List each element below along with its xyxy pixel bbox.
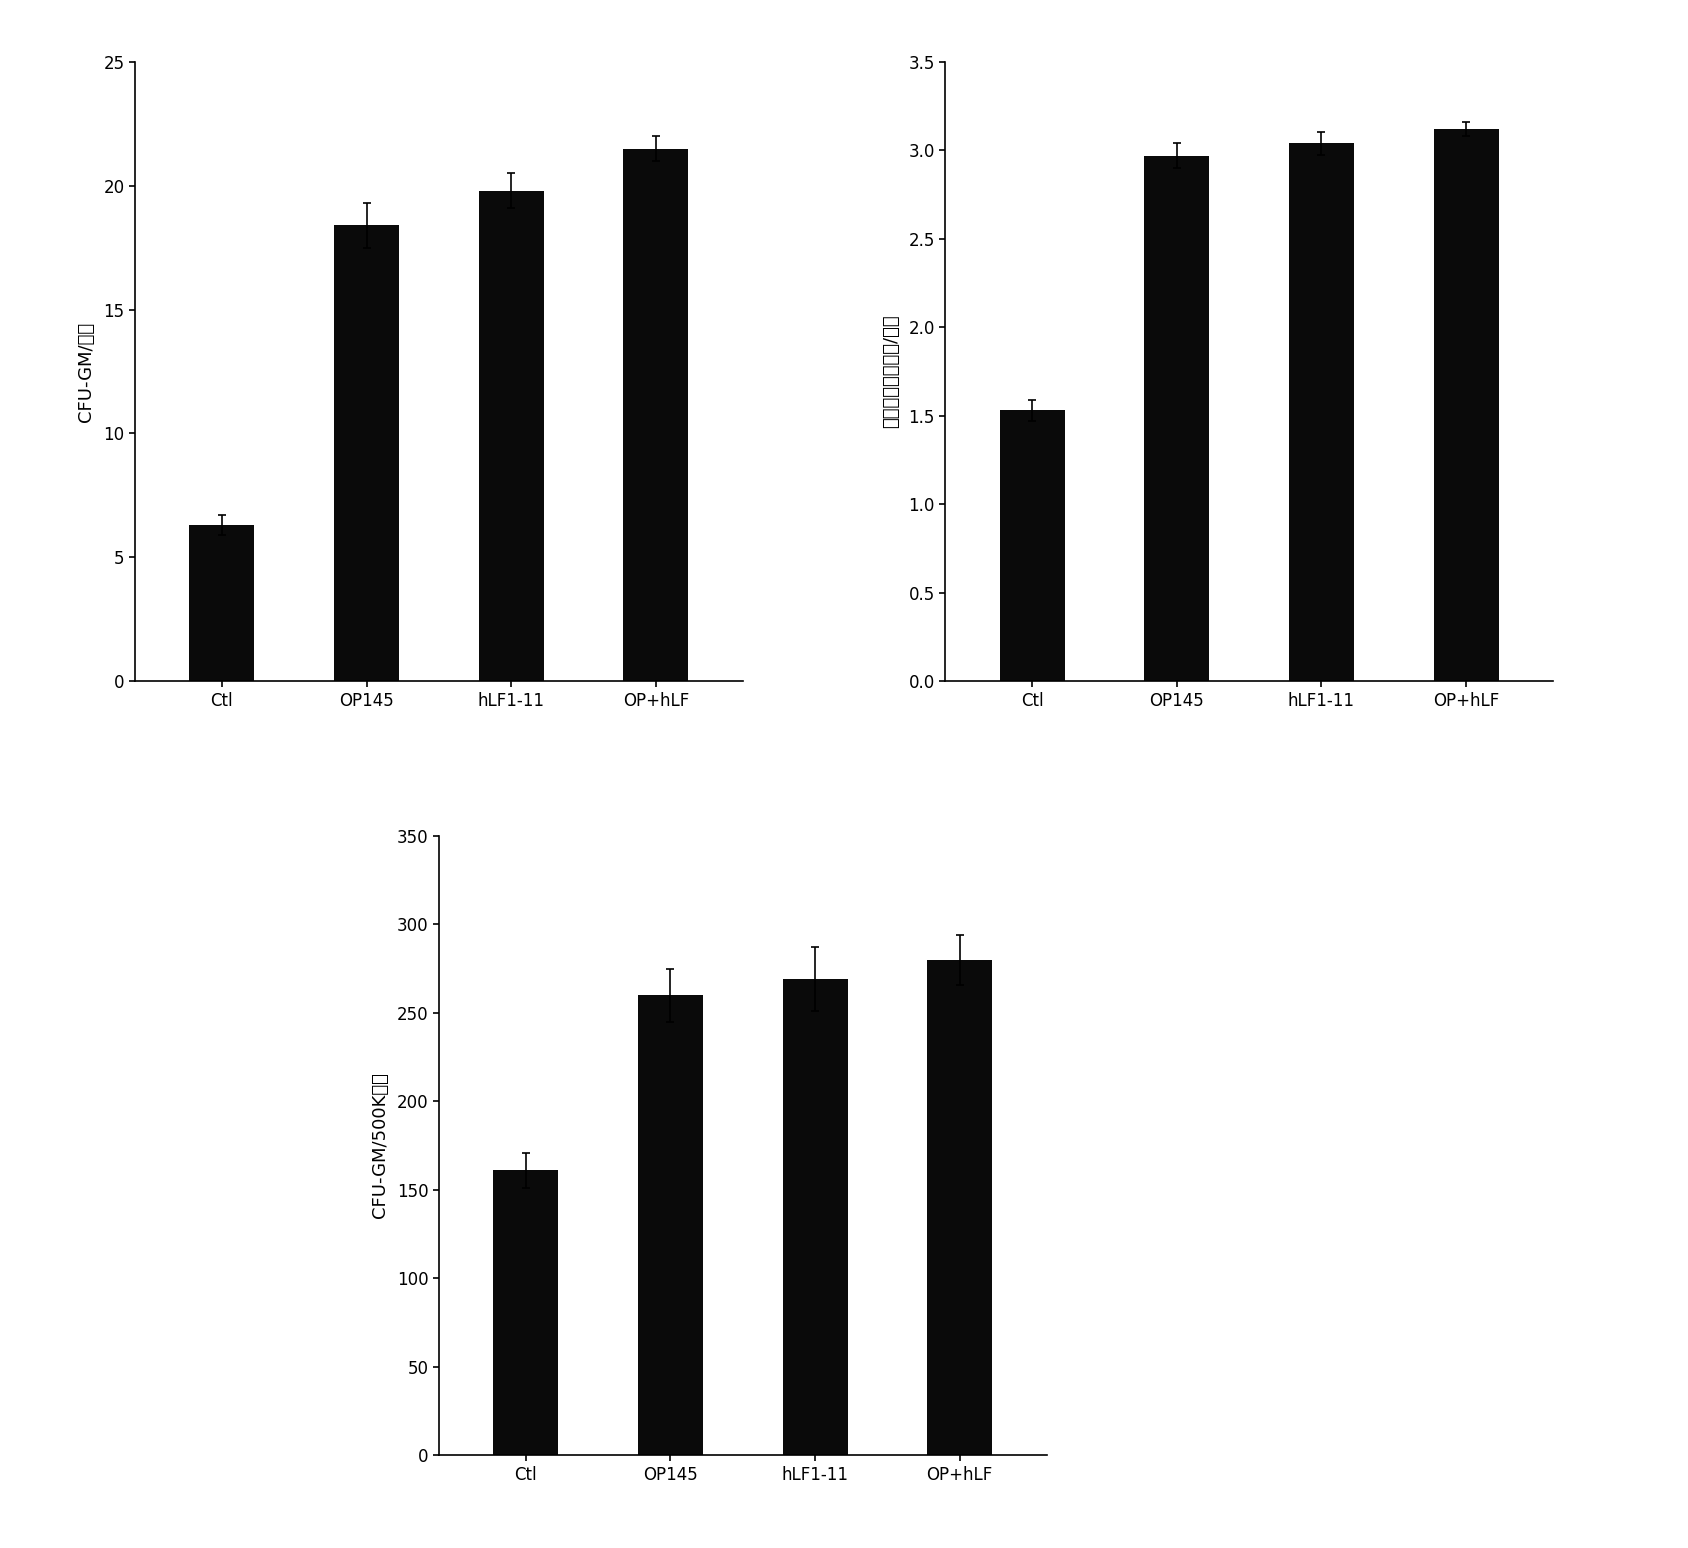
Bar [1144, 156, 1209, 681]
Y-axis label: CFU-GM/500K细胞: CFU-GM/500K细胞 [370, 1073, 388, 1218]
Bar [479, 190, 544, 681]
Bar [638, 995, 702, 1455]
Bar [493, 1170, 559, 1455]
Y-axis label: 骨髓单核细胞数量/股骨: 骨髓单核细胞数量/股骨 [883, 314, 900, 429]
Bar [334, 226, 398, 681]
Bar [1433, 128, 1499, 681]
Bar [189, 525, 255, 681]
Bar [927, 960, 993, 1455]
Bar [1290, 144, 1354, 681]
Bar [783, 980, 847, 1455]
Y-axis label: CFU-GM/股骨: CFU-GM/股骨 [78, 322, 95, 421]
Bar [623, 149, 689, 681]
Bar [999, 410, 1065, 681]
